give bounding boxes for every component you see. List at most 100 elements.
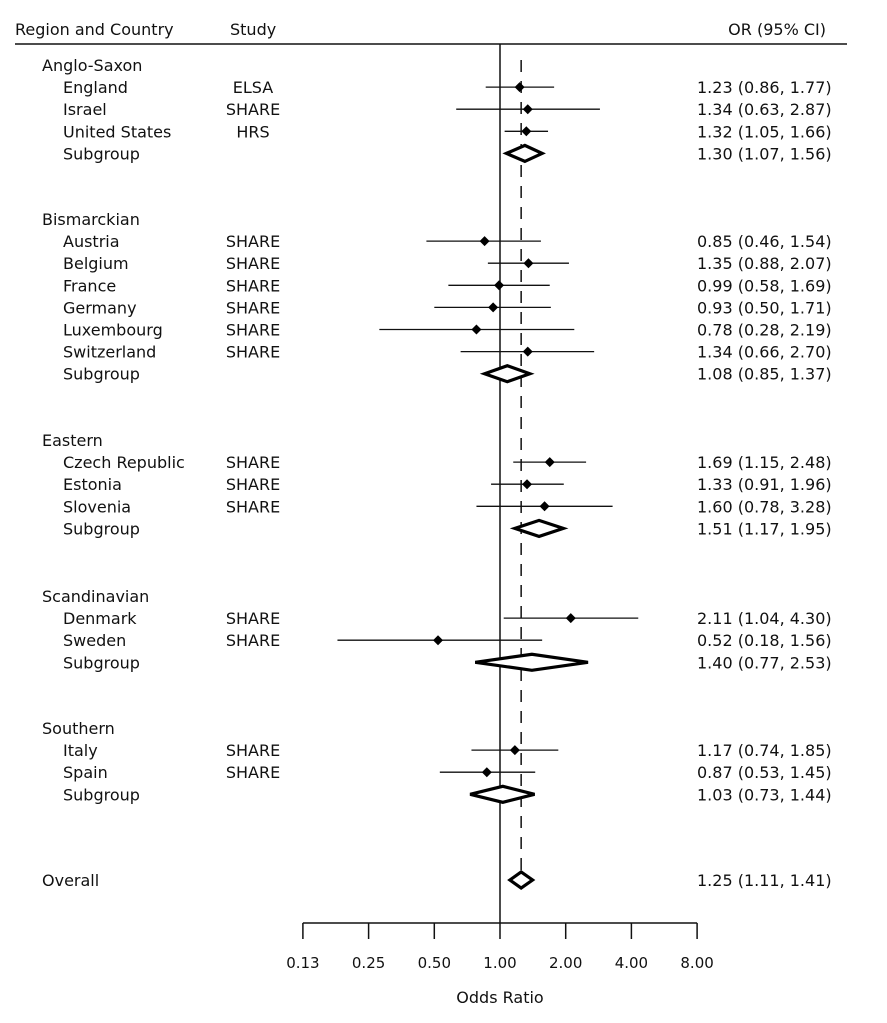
country-label: France: [63, 276, 116, 295]
overall-label: Overall: [42, 871, 99, 890]
study-estimate-point: [522, 104, 533, 115]
study-label: SHARE: [226, 763, 280, 782]
study-label: SHARE: [226, 475, 280, 494]
study-label: SHARE: [226, 453, 280, 472]
country-label: Czech Republic: [63, 453, 185, 472]
study-label: SHARE: [226, 100, 280, 119]
study-estimate-point: [488, 302, 499, 313]
study-estimate-point: [522, 479, 533, 490]
country-label: United States: [63, 122, 171, 141]
study-label: SHARE: [226, 631, 280, 650]
study-label: SHARE: [226, 298, 280, 317]
group-label: Bismarckian: [42, 210, 140, 229]
subgroup-diamond: [475, 652, 589, 672]
study-estimate-point: [539, 501, 550, 512]
x-tick-label: 0.25: [352, 954, 385, 972]
or-ci-label: 1.33 (0.91, 1.96): [697, 475, 832, 494]
country-label: Belgium: [63, 254, 129, 273]
study-estimate-point: [481, 767, 492, 778]
x-tick-label: 4.00: [615, 954, 648, 972]
x-axis-label: Odds Ratio: [456, 988, 543, 1007]
country-label: Luxembourg: [63, 321, 163, 340]
country-label: Spain: [63, 763, 108, 782]
study-estimate-point: [514, 82, 525, 93]
group-label: Scandinavian: [42, 587, 149, 606]
or-ci-label: 1.32 (1.05, 1.66): [697, 122, 832, 141]
subgroup-label: Subgroup: [63, 365, 140, 384]
x-tick-label: 0.50: [418, 954, 451, 972]
study-estimate-point: [521, 126, 532, 137]
or-ci-label: 1.17 (0.74, 1.85): [697, 741, 832, 760]
subgroup-diamond: [502, 143, 546, 164]
or-ci-label: 2.11 (1.04, 4.30): [697, 609, 832, 628]
study-estimate-point: [471, 324, 482, 335]
country-label: Estonia: [63, 475, 122, 494]
subgroup-label: Subgroup: [63, 785, 140, 804]
subgroup-diamond: [479, 364, 535, 384]
header-or: OR (95% CI): [728, 20, 826, 39]
subgroup-diamond: [509, 518, 569, 539]
group-label: Southern: [42, 719, 115, 738]
or-ci-label: 0.85 (0.46, 1.54): [697, 232, 832, 251]
overall-or-ci-label: 1.25 (1.11, 1.41): [697, 871, 832, 890]
forest-rows: Anglo-Saxon England ELSA 1.23 (0.86, 1.77) I…: [42, 44, 832, 923]
study-estimate-point: [509, 745, 520, 756]
x-tick-label: 0.13: [286, 954, 319, 972]
study-label: SHARE: [226, 254, 280, 273]
header-region: Region and Country: [15, 20, 174, 39]
study-label: HRS: [236, 122, 269, 141]
country-label: Israel: [63, 100, 107, 119]
country-label: Sweden: [63, 631, 126, 650]
country-label: Germany: [63, 298, 137, 317]
x-tick-label: 1.00: [483, 954, 516, 972]
study-label: SHARE: [226, 276, 280, 295]
or-ci-label: 1.34 (0.66, 2.70): [697, 343, 832, 362]
x-tick-label: 2.00: [549, 954, 582, 972]
or-ci-label: 1.34 (0.63, 2.87): [697, 100, 832, 119]
header-study: Study: [230, 20, 276, 39]
subgroup-or-ci-label: 1.08 (0.85, 1.37): [697, 365, 832, 384]
country-label: Switzerland: [63, 343, 156, 362]
country-label: Slovenia: [63, 497, 131, 516]
or-ci-label: 1.69 (1.15, 2.48): [697, 453, 832, 472]
study-estimate-point: [565, 613, 576, 624]
or-ci-label: 0.78 (0.28, 2.19): [697, 321, 832, 340]
subgroup-label: Subgroup: [63, 653, 140, 672]
study-label: SHARE: [226, 343, 280, 362]
study-estimate-point: [523, 258, 534, 269]
subgroup-or-ci-label: 1.51 (1.17, 1.95): [697, 519, 832, 538]
or-ci-label: 1.23 (0.86, 1.77): [697, 78, 832, 97]
study-estimate-point: [494, 280, 505, 291]
study-label: SHARE: [226, 741, 280, 760]
subgroup-diamond: [469, 784, 535, 804]
study-estimate-point: [479, 236, 490, 247]
country-label: England: [63, 78, 128, 97]
study-label: SHARE: [226, 232, 280, 251]
study-label: ELSA: [233, 78, 273, 97]
study-label: SHARE: [226, 497, 280, 516]
study-label: SHARE: [226, 609, 280, 628]
subgroup-or-ci-label: 1.40 (0.77, 2.53): [697, 653, 832, 672]
overall-diamond: [507, 870, 536, 890]
x-tick-label: 8.00: [680, 954, 713, 972]
study-estimate-point: [433, 635, 444, 646]
subgroup-label: Subgroup: [63, 144, 140, 163]
or-ci-label: 0.99 (0.58, 1.69): [697, 276, 832, 295]
or-ci-label: 0.52 (0.18, 1.56): [697, 631, 832, 650]
or-ci-label: 0.87 (0.53, 1.45): [697, 763, 832, 782]
study-label: SHARE: [226, 321, 280, 340]
subgroup-or-ci-label: 1.03 (0.73, 1.44): [697, 785, 832, 804]
study-estimate-point: [544, 457, 555, 468]
country-label: Austria: [63, 232, 120, 251]
x-axis: 0.13 0.25 0.50 1.00 2.00 4.00 8.00: [286, 922, 714, 972]
or-ci-label: 1.60 (0.78, 3.28): [697, 497, 832, 516]
or-ci-label: 1.35 (0.88, 2.07): [697, 254, 832, 273]
country-label: Italy: [63, 741, 98, 760]
group-label: Anglo-Saxon: [42, 56, 142, 75]
subgroup-label: Subgroup: [63, 519, 140, 538]
country-label: Denmark: [63, 609, 137, 628]
or-ci-label: 0.93 (0.50, 1.71): [697, 298, 832, 317]
study-estimate-point: [522, 346, 533, 357]
subgroup-or-ci-label: 1.30 (1.07, 1.56): [697, 144, 832, 163]
